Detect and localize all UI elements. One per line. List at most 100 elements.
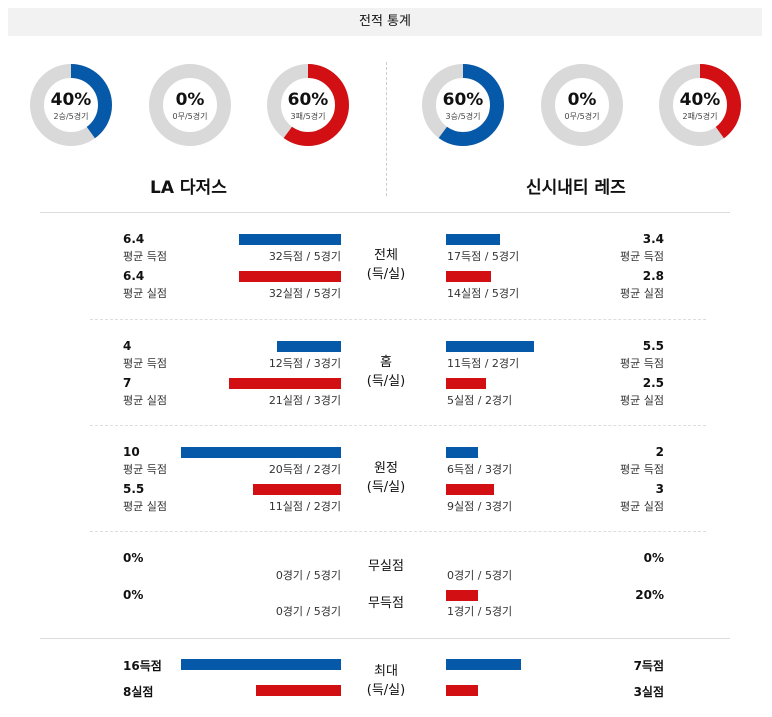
donut-record: 0무/5경기: [172, 112, 208, 121]
team-name-left: LA 다저스: [150, 178, 227, 198]
left-allowed-bar: [239, 271, 341, 282]
donut-chart: [267, 64, 349, 146]
donut-right-loss: 40% 2패/5경기: [657, 62, 743, 148]
donut-chart: [30, 64, 112, 146]
right-max-allowed-bar: [446, 685, 478, 696]
donut-percent: 40%: [679, 90, 721, 110]
right-scored-count: 11득점 / 2경기: [447, 357, 520, 370]
left-avg-allowed-value: 6.4: [123, 269, 145, 283]
category-sublabel: (득/실): [366, 267, 406, 282]
left-avg-allowed-value: 7: [123, 376, 132, 390]
left-scored-bar: [239, 234, 341, 245]
right-allowed-count: 9실점 / 3경기: [447, 500, 513, 513]
donut-percent: 60%: [287, 90, 329, 110]
right-allowed-bar: [446, 271, 491, 282]
left-avg-scored-label: 평균 득점: [123, 463, 167, 476]
right-scored-bar: [446, 341, 534, 352]
category-sublabel: (득/실): [366, 480, 406, 495]
left-avg-allowed-label: 평균 실점: [123, 287, 167, 300]
donut-left-draw: 0% 0무/5경기: [147, 62, 233, 148]
category-label: 전체: [374, 248, 398, 263]
category-label-shutout-win: 무실점: [368, 559, 404, 574]
left-allowed-count: 11실점 / 2경기: [268, 500, 341, 513]
divider: [90, 531, 706, 532]
category-label: 최대: [374, 664, 398, 679]
category-label: 원정: [374, 461, 398, 476]
left-avg-allowed-value: 5.5: [123, 482, 145, 496]
right-avg-allowed-value: 3: [655, 482, 664, 496]
left-scored-bar: [181, 447, 341, 458]
left-avg-scored-label: 평균 득점: [123, 250, 167, 263]
donut-percent: 0%: [175, 90, 205, 110]
donut-right-win: 60% 3승/5경기: [420, 62, 506, 148]
right-avg-scored-label: 평균 득점: [620, 250, 664, 263]
donut-record: 3승/5경기: [445, 112, 481, 121]
right-avg-scored-value: 5.5: [642, 339, 664, 353]
left-avg-scored-value: 4: [123, 339, 132, 353]
right-scored-bar: [446, 234, 500, 245]
right-max-scored-bar: [446, 659, 521, 670]
divider: [40, 212, 730, 213]
right-scored-count: 17득점 / 5경기: [447, 250, 520, 263]
right-shutout-loss-count: 1경기 / 5경기: [447, 605, 513, 618]
category-label: 홈: [380, 355, 392, 370]
right-avg-allowed-label: 평균 실점: [620, 287, 664, 300]
divider: [90, 425, 706, 426]
right-avg-scored-label: 평균 득점: [620, 357, 664, 370]
left-allowed-bar: [253, 484, 341, 495]
right-allowed-count: 5실점 / 2경기: [447, 394, 513, 407]
right-shutout-loss-pct: 20%: [635, 588, 664, 602]
donut-chart: [149, 64, 231, 146]
section-header: 전적 통계: [8, 8, 762, 36]
donut-record: 3패/5경기: [290, 112, 326, 121]
donut-right-draw: 0% 0무/5경기: [539, 62, 625, 148]
donut-record: 2승/5경기: [53, 112, 89, 121]
left-avg-scored-value: 10: [123, 445, 140, 459]
right-avg-allowed-value: 2.8: [642, 269, 664, 283]
left-shutout-win-pct: 0%: [123, 551, 144, 565]
left-max-scored-bar: [181, 659, 341, 670]
right-scored-count: 6득점 / 3경기: [447, 463, 513, 476]
team-name-right: 신시내티 레즈: [526, 178, 626, 198]
left-allowed-bar: [229, 378, 341, 389]
right-shutout-win-count: 0경기 / 5경기: [447, 569, 513, 582]
right-shutout-loss-bar: [446, 590, 478, 601]
right-avg-allowed-label: 평균 실점: [620, 500, 664, 513]
category-sublabel: (득/실): [366, 683, 406, 698]
donut-chart: [541, 64, 623, 146]
right-allowed-count: 14실점 / 5경기: [447, 287, 520, 300]
donut-chart: [422, 64, 504, 146]
right-scored-bar: [446, 447, 478, 458]
right-max-allowed: 3실점: [633, 685, 664, 699]
right-avg-scored-value: 2: [655, 445, 664, 459]
donut-left-win: 40% 2승/5경기: [28, 62, 114, 148]
left-avg-allowed-label: 평균 실점: [123, 394, 167, 407]
left-allowed-count: 32실점 / 5경기: [268, 287, 341, 300]
donut-percent: 40%: [50, 90, 92, 110]
left-max-allowed-bar: [256, 685, 341, 696]
left-shutout-win-count: 0경기 / 5경기: [275, 569, 341, 582]
right-allowed-bar: [446, 484, 494, 495]
donut-percent: 60%: [442, 90, 484, 110]
left-max-scored: 16득점: [123, 659, 162, 673]
left-scored-count: 20득점 / 2경기: [268, 463, 341, 476]
left-scored-bar: [277, 341, 341, 352]
left-avg-scored-label: 평균 득점: [123, 357, 167, 370]
right-avg-allowed-value: 2.5: [642, 376, 664, 390]
team-divider: [386, 62, 387, 196]
left-max-allowed: 8실점: [123, 685, 154, 699]
left-avg-allowed-label: 평균 실점: [123, 500, 167, 513]
right-avg-allowed-label: 평균 실점: [620, 394, 664, 407]
left-shutout-loss-count: 0경기 / 5경기: [275, 605, 341, 618]
donut-left-loss: 60% 3패/5경기: [265, 62, 351, 148]
left-scored-count: 32득점 / 5경기: [268, 250, 341, 263]
left-shutout-loss-pct: 0%: [123, 588, 144, 602]
category-label-shutout-loss: 무득점: [368, 596, 404, 611]
divider: [40, 638, 730, 639]
right-avg-scored-value: 3.4: [642, 232, 664, 246]
category-sublabel: (득/실): [366, 374, 406, 389]
left-avg-scored-value: 6.4: [123, 232, 145, 246]
right-allowed-bar: [446, 378, 486, 389]
donut-record: 0무/5경기: [564, 112, 600, 121]
right-shutout-win-pct: 0%: [643, 551, 664, 565]
